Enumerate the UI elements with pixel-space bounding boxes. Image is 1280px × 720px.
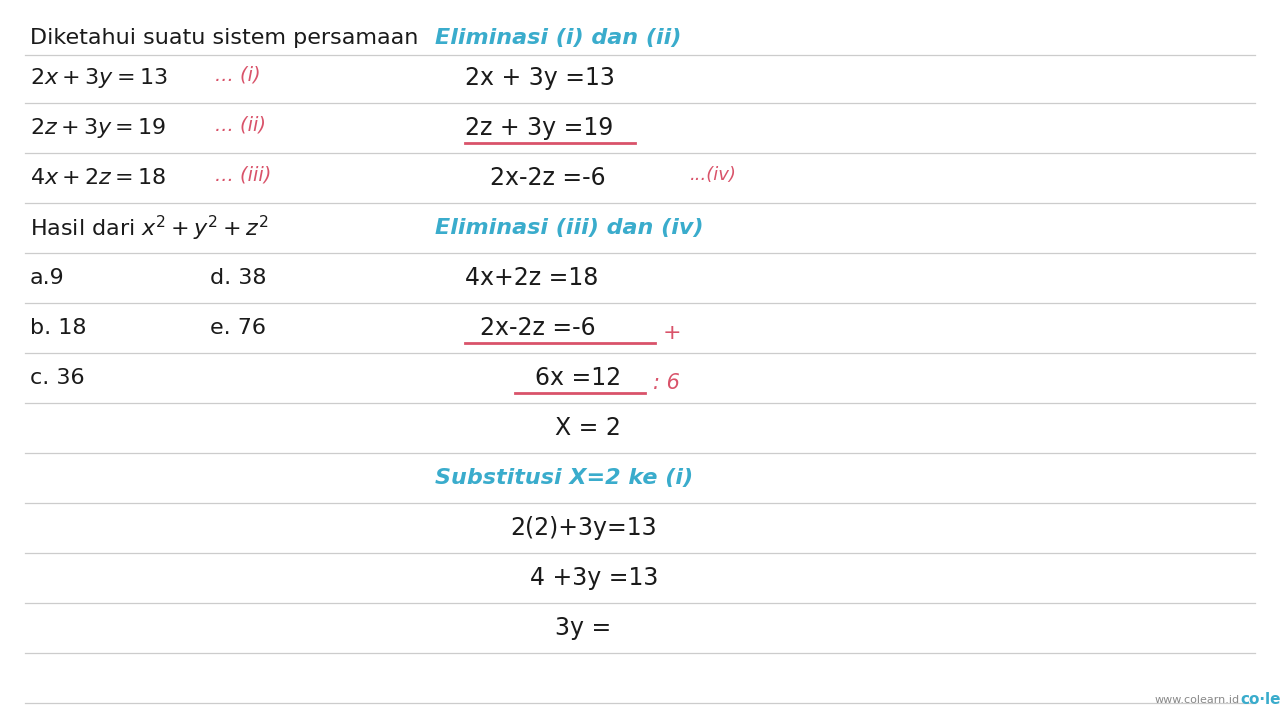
Text: X = 2: X = 2 (556, 416, 621, 440)
Text: 6x =12: 6x =12 (535, 366, 621, 390)
Text: 4x+2z =18: 4x+2z =18 (465, 266, 598, 290)
Text: 2x-2z =-6: 2x-2z =-6 (490, 166, 605, 190)
Text: ... (ii): ... (ii) (215, 115, 266, 135)
Text: $2x+3y = 13$: $2x+3y = 13$ (29, 66, 168, 90)
Text: $2z+3y = 19$: $2z+3y = 19$ (29, 116, 166, 140)
Text: b. 18: b. 18 (29, 318, 87, 338)
Text: www.colearn.id: www.colearn.id (1155, 695, 1240, 705)
Text: co·learn: co·learn (1240, 693, 1280, 708)
Text: 3y =: 3y = (556, 616, 612, 640)
Text: Diketahui suatu sistem persamaan: Diketahui suatu sistem persamaan (29, 28, 419, 48)
Text: ... (i): ... (i) (215, 66, 261, 84)
Text: Eliminasi (i) dan (ii): Eliminasi (i) dan (ii) (435, 28, 681, 48)
Text: 4 +3y =13: 4 +3y =13 (530, 566, 658, 590)
Text: 2z + 3y =19: 2z + 3y =19 (465, 116, 613, 140)
Text: Substitusi X=2 ke (i): Substitusi X=2 ke (i) (435, 468, 694, 488)
Text: 2(2)+3y=13: 2(2)+3y=13 (509, 516, 657, 540)
Text: e. 76: e. 76 (210, 318, 266, 338)
Text: Eliminasi (iii) dan (iv): Eliminasi (iii) dan (iv) (435, 218, 704, 238)
Text: : 6: : 6 (653, 373, 680, 393)
Text: 2x-2z =-6: 2x-2z =-6 (480, 316, 595, 340)
Text: ...(iv): ...(iv) (690, 166, 737, 184)
Text: d. 38: d. 38 (210, 268, 266, 288)
Text: 2x + 3y =13: 2x + 3y =13 (465, 66, 614, 90)
Text: ... (iii): ... (iii) (215, 166, 271, 184)
Text: $4x+2z =18$: $4x+2z =18$ (29, 168, 166, 188)
Text: c. 36: c. 36 (29, 368, 84, 388)
Text: Hasil dari $x^2 + y^2 + z^2$: Hasil dari $x^2 + y^2 + z^2$ (29, 213, 269, 243)
Text: a.9: a.9 (29, 268, 65, 288)
Text: +: + (663, 323, 682, 343)
